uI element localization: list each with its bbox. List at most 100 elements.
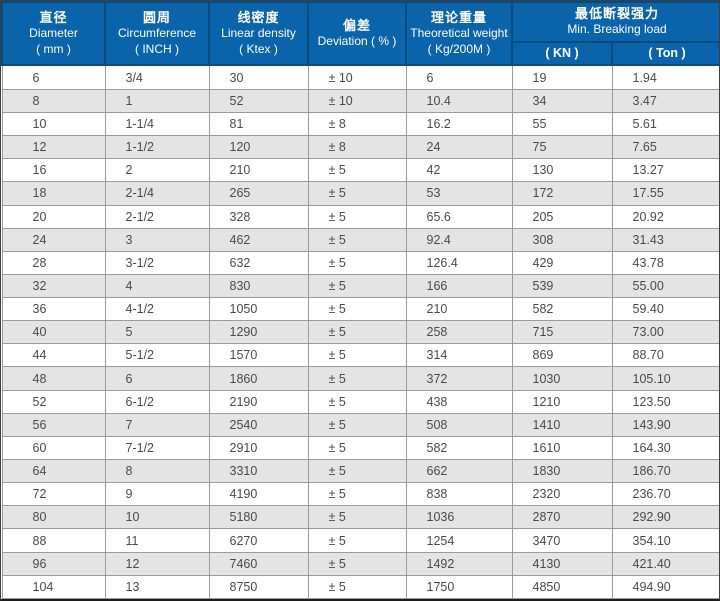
header-circumference-en: Circumference — [117, 25, 197, 40]
cell-kn: 2320 — [511, 482, 613, 507]
cell-deviation: ± 8 — [307, 111, 407, 137]
cell-theoretical-weight: 6 — [405, 64, 513, 90]
cell-diameter: 64 — [1, 459, 106, 484]
table-row: 18 2-1/4 265 ± 5 53 172 17.55 — [1, 181, 719, 206]
header-breaking-load-en: Min. Breaking load — [567, 22, 667, 37]
cell-linear-density: 4190 — [208, 482, 309, 507]
cell-deviation: ± 5 — [307, 551, 407, 576]
cell-kn: 1410 — [511, 412, 613, 437]
table-row: 28 3-1/2 632 ± 5 126.4 429 43.78 — [1, 250, 719, 275]
cell-linear-density: 2540 — [208, 412, 309, 437]
cell-theoretical-weight: 65.6 — [405, 204, 513, 229]
cell-linear-density: 328 — [208, 204, 309, 229]
cell-circumference: 2-1/4 — [104, 181, 210, 206]
cell-deviation: ± 5 — [307, 435, 407, 461]
cell-linear-density: 1050 — [208, 297, 309, 322]
header-diameter-en: Diameter — [29, 25, 78, 40]
header-theoretical-weight: 理论重量 Theoretical weight ( Kg/200M ) — [405, 1, 513, 67]
header-theoretical-weight-en: Theoretical weight — [410, 25, 508, 40]
cell-ton: 13.27 — [611, 158, 719, 183]
cell-diameter: 40 — [1, 320, 106, 345]
cell-diameter: 8 — [1, 88, 106, 113]
table-header: 直径 Diameter ( mm ) 圆周 Circumference ( IN… — [1, 1, 719, 67]
cell-diameter: 48 — [1, 366, 106, 391]
header-kn: ( KN ) — [511, 41, 613, 67]
cell-diameter: 104 — [1, 574, 106, 599]
header-breaking-load-zh: 最低断裂强力 — [575, 6, 660, 21]
cell-diameter: 52 — [1, 389, 106, 414]
header-circumference-unit: ( INCH ) — [135, 41, 179, 56]
header-ton: ( Ton ) — [610, 41, 719, 67]
cell-linear-density: 462 — [208, 227, 309, 252]
cell-deviation: ± 5 — [307, 204, 407, 229]
cell-circumference: 5 — [104, 320, 210, 345]
cell-circumference: 1 — [104, 88, 210, 113]
table-row: 44 5-1/2 1570 ± 5 314 869 88.70 — [1, 343, 719, 368]
cell-circumference: 8 — [104, 459, 210, 484]
cell-circumference: 3-1/2 — [104, 250, 210, 275]
cell-diameter: 72 — [1, 482, 106, 507]
cell-theoretical-weight: 53 — [405, 181, 513, 206]
cell-deviation: ± 5 — [307, 574, 407, 599]
cell-ton: 59.40 — [611, 297, 719, 322]
cell-linear-density: 52 — [208, 88, 309, 113]
header-deviation-en: Deviation ( % ) — [317, 33, 397, 48]
cell-circumference: 12 — [104, 551, 210, 576]
cell-diameter: 56 — [1, 412, 106, 437]
cell-ton: 43.78 — [611, 250, 719, 275]
cell-ton: 105.10 — [611, 366, 719, 391]
table-row: 40 5 1290 ± 5 258 715 73.00 — [1, 320, 719, 345]
cell-linear-density: 632 — [208, 250, 309, 275]
cell-deviation: ± 5 — [307, 181, 407, 206]
cell-deviation: ± 5 — [307, 158, 407, 183]
cell-theoretical-weight: 662 — [405, 459, 513, 484]
cell-deviation: ± 5 — [307, 227, 407, 252]
header-theoretical-weight-unit: ( Kg/200M ) — [427, 41, 491, 56]
cell-kn: 1210 — [511, 389, 613, 414]
cell-diameter: 80 — [1, 505, 106, 530]
cell-linear-density: 6270 — [208, 528, 309, 553]
cell-deviation: ± 5 — [307, 505, 407, 530]
cell-linear-density: 830 — [208, 273, 309, 299]
cell-deviation: ± 5 — [307, 343, 407, 368]
cell-kn: 205 — [511, 204, 613, 229]
cell-linear-density: 1290 — [208, 320, 309, 345]
cell-linear-density: 2190 — [208, 389, 309, 414]
cell-deviation: ± 5 — [307, 412, 407, 437]
cell-circumference: 7 — [104, 412, 210, 437]
cell-deviation: ± 5 — [307, 250, 407, 275]
table-row: 32 4 830 ± 5 166 539 55.00 — [1, 273, 719, 299]
table-row: 72 9 4190 ± 5 838 2320 236.70 — [1, 482, 719, 507]
cell-kn: 1030 — [511, 366, 613, 391]
table-row: 104 13 8750 ± 5 1750 4850 494.90 — [1, 574, 719, 599]
cell-ton: 164.30 — [611, 435, 719, 461]
cell-linear-density: 3310 — [208, 459, 309, 484]
cell-theoretical-weight: 24 — [405, 135, 513, 160]
cell-circumference: 9 — [104, 482, 210, 507]
cell-theoretical-weight: 258 — [405, 320, 513, 345]
cell-ton: 3.47 — [611, 88, 719, 113]
cell-kn: 869 — [511, 343, 613, 368]
cell-kn: 1610 — [511, 435, 613, 461]
cell-kn: 34 — [511, 88, 613, 113]
cell-circumference: 6 — [104, 366, 210, 391]
cell-diameter: 20 — [1, 204, 106, 229]
cell-kn: 19 — [511, 64, 613, 90]
table-row: 88 11 6270 ± 5 1254 3470 354.10 — [1, 528, 719, 553]
table-row: 10 1-1/4 81 ± 8 16.2 55 5.61 — [1, 111, 719, 137]
cell-ton: 88.70 — [611, 343, 719, 368]
cell-ton: 5.61 — [611, 111, 719, 137]
cell-theoretical-weight: 1254 — [405, 528, 513, 553]
cell-circumference: 4 — [104, 273, 210, 299]
cell-ton: 236.70 — [611, 482, 719, 507]
cell-circumference: 2-1/2 — [104, 204, 210, 229]
cell-deviation: ± 5 — [307, 389, 407, 414]
cell-circumference: 1-1/2 — [104, 135, 210, 160]
header-diameter-zh: 直径 — [39, 9, 68, 25]
cell-diameter: 44 — [1, 343, 106, 368]
cell-linear-density: 1860 — [208, 366, 309, 391]
cell-deviation: ± 5 — [307, 273, 407, 299]
header-diameter: 直径 Diameter ( mm ) — [1, 1, 106, 67]
cell-kn: 308 — [511, 227, 613, 252]
cell-deviation: ± 5 — [307, 366, 407, 391]
